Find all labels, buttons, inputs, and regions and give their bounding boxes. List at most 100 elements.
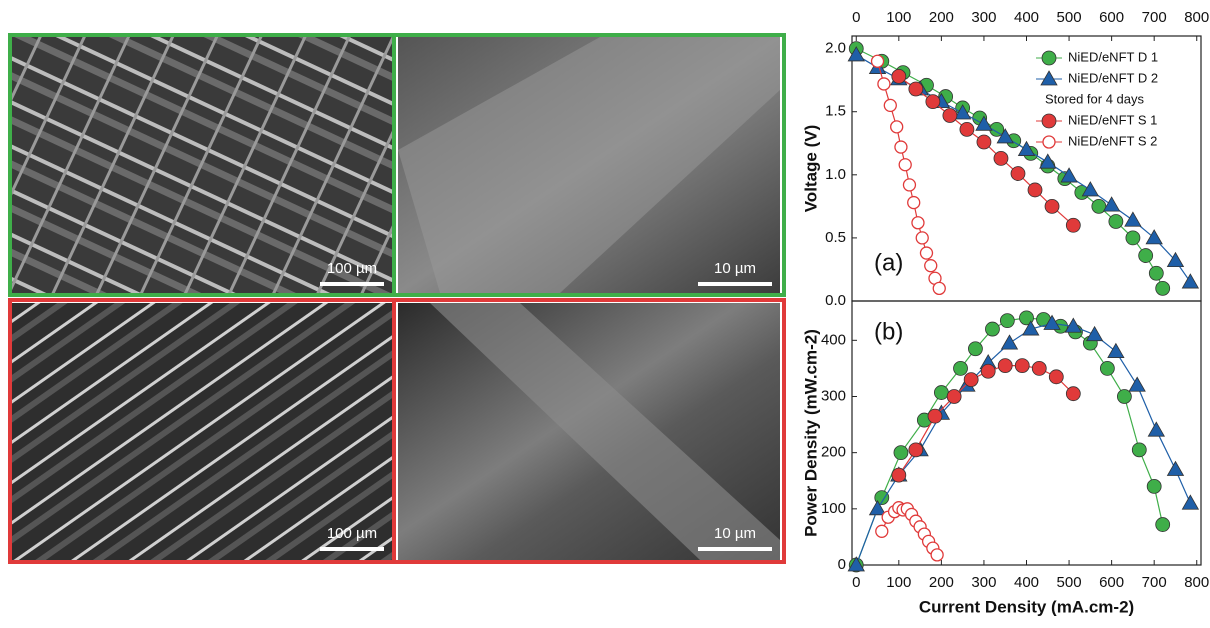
sem-image <box>12 37 392 293</box>
data-point <box>1000 334 1019 350</box>
y-axis-label: Voltage (V) <box>801 125 820 213</box>
y-tick-label: 400 <box>821 331 846 348</box>
data-point <box>1099 361 1115 376</box>
y-tick-label: 1.0 <box>825 166 846 183</box>
data-point <box>963 372 979 388</box>
data-point <box>1166 251 1185 268</box>
legend-marker <box>1041 113 1057 129</box>
data-point <box>1181 494 1200 510</box>
data-point <box>907 195 921 210</box>
data-point <box>985 321 1000 337</box>
data-point <box>925 94 941 110</box>
data-point <box>908 442 924 458</box>
data-point <box>891 467 907 483</box>
x-tick-label: 600 <box>1099 574 1124 591</box>
x-tick-label: 500 <box>1057 574 1082 591</box>
data-point <box>874 490 890 505</box>
data-point <box>883 98 897 113</box>
x-tick-label: 300 <box>971 9 996 26</box>
data-point <box>898 158 912 172</box>
x-tick-label: 100 <box>886 574 911 591</box>
y-tick-label: 200 <box>821 444 846 461</box>
data-point <box>993 151 1009 166</box>
data-point <box>930 548 944 562</box>
x-tick-label: 700 <box>1142 574 1167 591</box>
data-point <box>847 556 865 572</box>
x-tick-label: 200 <box>929 9 954 26</box>
x-tick-label: 400 <box>1014 9 1039 26</box>
x-tick-label: 700 <box>1142 9 1167 26</box>
scale-bar-label: 10 µm <box>714 260 756 277</box>
x-tick-label: 600 <box>1099 9 1124 26</box>
data-point <box>919 246 934 260</box>
data-point <box>980 363 996 379</box>
group-border <box>8 298 786 564</box>
plot-frame <box>851 300 1202 566</box>
data-point <box>1148 265 1164 281</box>
data-point <box>1043 314 1061 330</box>
y-tick-label: 100 <box>821 500 846 517</box>
data-point <box>1044 198 1060 214</box>
x-axis-label: Current Density (mA.cm-2) <box>919 597 1134 616</box>
data-point <box>911 216 925 230</box>
data-point <box>1125 230 1141 246</box>
group-border <box>8 33 786 297</box>
x-tick-label: 500 <box>1057 9 1082 26</box>
data-point <box>1027 182 1043 198</box>
data-point <box>1102 196 1121 212</box>
data-point <box>1147 421 1165 437</box>
legend-label: NiED/eNFT S 2 <box>1068 133 1157 148</box>
x-tick-label: 200 <box>929 574 954 591</box>
x-tick-label: 0 <box>852 574 860 591</box>
data-point <box>932 281 946 296</box>
x-tick-label: 100 <box>886 9 911 26</box>
y-axis-label: Power Density (mW.cm-2) <box>801 329 820 537</box>
data-point <box>891 68 907 84</box>
data-point <box>847 46 865 62</box>
y-tick-label: 2.0 <box>825 40 846 57</box>
data-point <box>1014 358 1030 373</box>
data-point <box>1181 273 1200 289</box>
data-point <box>924 259 938 273</box>
x-tick-label: 800 <box>1184 9 1209 26</box>
data-point <box>975 115 993 131</box>
data-point <box>1085 325 1104 342</box>
legend-label: NiED/eNFT D 2 <box>1068 70 1158 85</box>
y-tick-label: 0.5 <box>825 229 846 246</box>
data-point <box>908 81 924 97</box>
data-point <box>1019 310 1034 326</box>
data-point <box>1065 386 1081 402</box>
x-tick-label: 0 <box>852 9 860 26</box>
data-point <box>1146 478 1162 494</box>
data-point <box>1010 166 1026 181</box>
data-point <box>1131 442 1147 458</box>
data-point <box>877 77 891 91</box>
data-point <box>953 104 972 120</box>
data-point <box>1091 198 1107 214</box>
data-point <box>1155 517 1171 532</box>
data-point <box>933 385 949 400</box>
data-point <box>997 358 1013 373</box>
data-point <box>959 121 975 137</box>
data-point <box>1138 248 1154 263</box>
scale-bar-label: 10 µm <box>714 525 756 542</box>
legend-marker <box>1041 50 1057 66</box>
legend-label: NiED/eNFT D 1 <box>1068 49 1158 64</box>
data-point <box>953 361 968 376</box>
data-point <box>1031 361 1047 376</box>
x-tick-label: 300 <box>971 574 996 591</box>
data-point <box>875 524 889 538</box>
panel-label: (a) <box>874 249 903 276</box>
x-tick-label: 800 <box>1184 574 1209 591</box>
scale-bar-label: 100 µm <box>327 525 377 542</box>
data-point <box>927 408 943 424</box>
data-point <box>902 178 917 192</box>
data-point <box>893 445 909 461</box>
data-point <box>999 313 1015 329</box>
legend-marker <box>1042 135 1056 149</box>
data-point <box>996 128 1014 144</box>
data-point <box>1155 280 1171 296</box>
sem-images: 100 µm 10 µm 100 µm 10 µm <box>8 33 786 564</box>
data-point <box>1065 217 1081 233</box>
